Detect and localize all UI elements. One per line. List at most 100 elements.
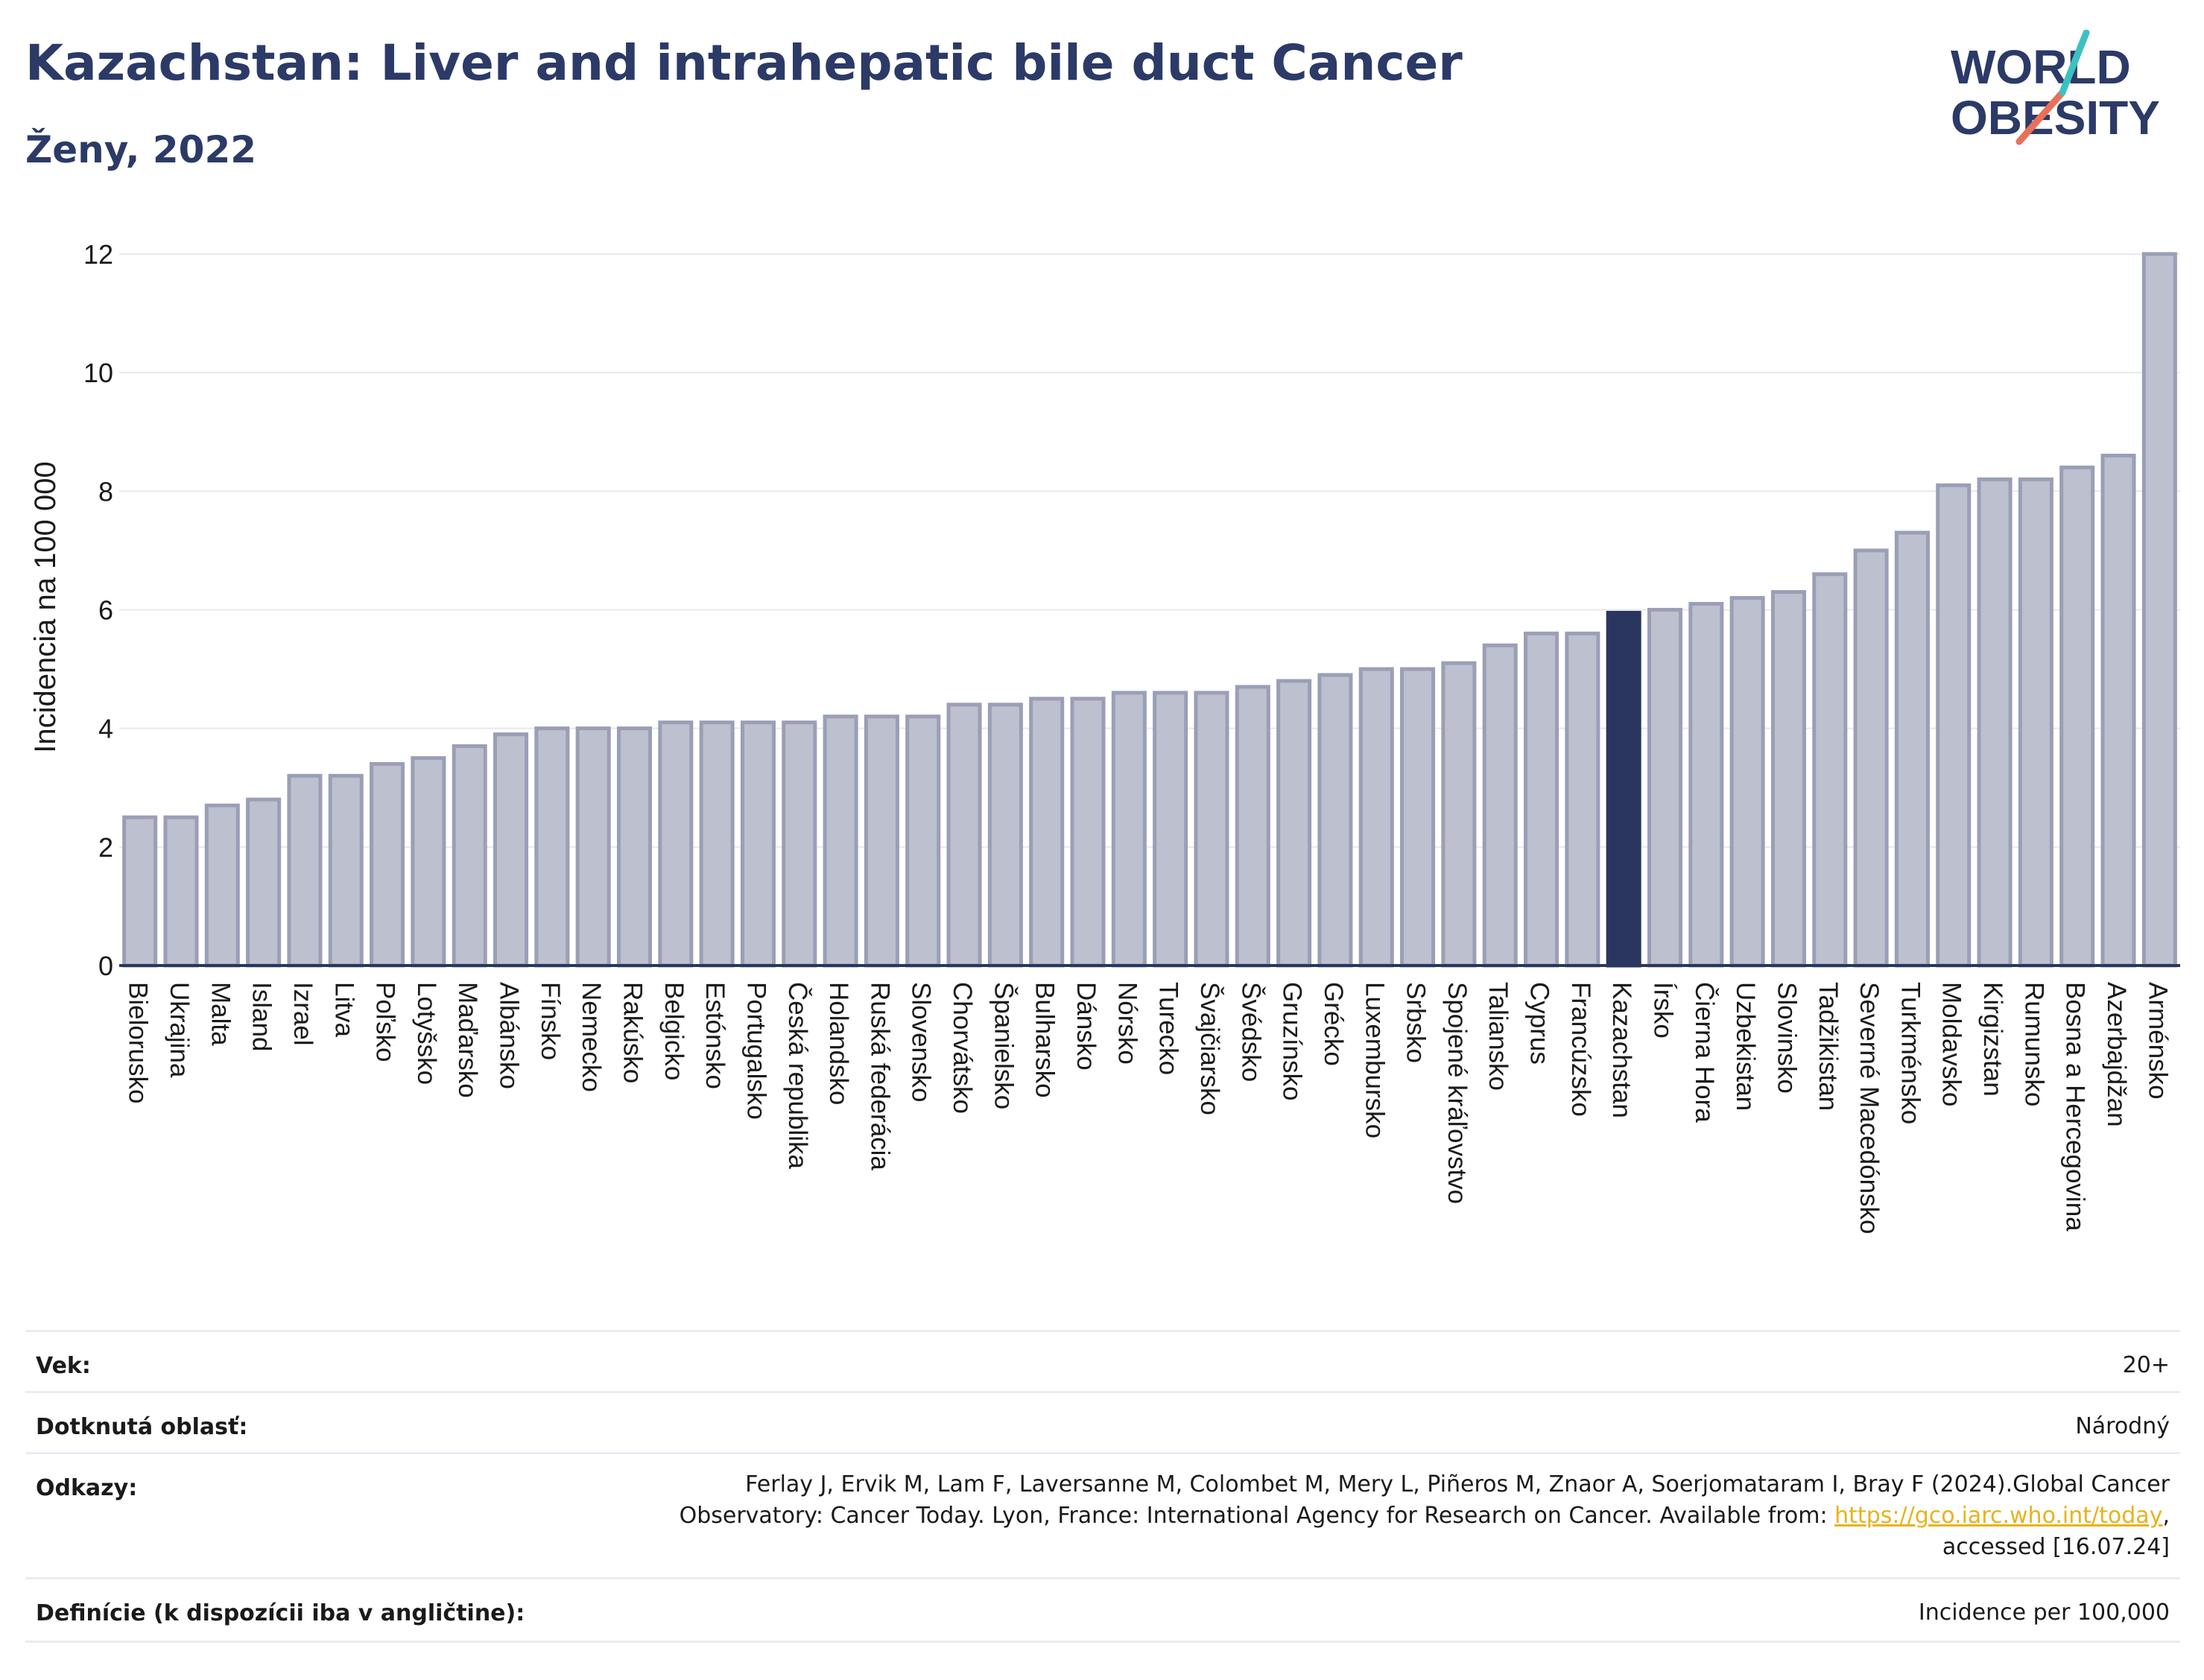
bar: [1111, 691, 1147, 968]
bar: [1812, 572, 1848, 968]
bar: [905, 714, 941, 968]
bar: [452, 744, 487, 968]
bar: [1729, 596, 1765, 968]
bar: [493, 732, 529, 968]
x-tick-label: Izrael: [288, 982, 317, 1046]
x-tick-label: Turecko: [1154, 982, 1183, 1075]
bar: [1524, 631, 1559, 968]
bar: [1770, 590, 1806, 968]
bar: [1194, 691, 1229, 968]
x-tick-label: Česká republika: [783, 982, 812, 1169]
definitions-label: Definície (k dispozícii iba v angličtine…: [36, 1600, 525, 1626]
x-tick-label: Bulharsko: [1030, 982, 1060, 1098]
x-tick-label: Tadžikistan: [1814, 982, 1843, 1111]
x-tick-label: Portugalsko: [741, 982, 770, 1120]
x-tick-label: Nemecko: [577, 982, 606, 1092]
x-tick-label: Spojené kráľovstvo: [1443, 982, 1472, 1204]
y-tick-label: 6: [98, 595, 113, 625]
references-line1: Ferlay J, Ervik M, Lam F, Laversanne M, …: [745, 1471, 2170, 1497]
x-tick-label: Island: [247, 982, 276, 1051]
bar: [287, 773, 323, 968]
bar: [163, 815, 199, 968]
x-tick-label: Švajčiarsko: [1195, 982, 1224, 1115]
x-tick-label: Kirgizstan: [1978, 982, 2007, 1097]
chart-subtitle: Ženy, 2022: [25, 128, 257, 171]
bar: [328, 773, 364, 968]
bar: [946, 703, 982, 968]
bar: [1482, 643, 1518, 968]
x-tick-label: Grécko: [1319, 982, 1348, 1066]
bar: [1029, 697, 1065, 968]
bar: [575, 726, 611, 968]
bar: [699, 720, 735, 968]
references-value: Ferlay J, Ervik M, Lam F, Laversanne M, …: [381, 1469, 2170, 1563]
x-tick-label: Maďarsko: [453, 982, 482, 1098]
references-line3: accessed [16.07.24]: [1942, 1534, 2170, 1560]
bar: [864, 714, 899, 968]
bar: [2018, 477, 2053, 968]
bar: [1441, 661, 1477, 968]
bar: [1647, 607, 1683, 968]
bar: [534, 726, 570, 968]
bar: [1936, 483, 1972, 968]
bar: [2059, 465, 2095, 968]
bar: [204, 803, 240, 968]
bar: [411, 755, 446, 968]
bar: [1977, 477, 2013, 968]
references-link[interactable]: https://gco.iarc.who.int/today: [1834, 1503, 2163, 1529]
bar: [987, 703, 1023, 968]
references-line2-text: Observatory: Cancer Today. Lyon, France:…: [679, 1503, 1835, 1529]
x-tick-label: Slovinsko: [1772, 982, 1801, 1094]
x-tick-label: Španielsko: [989, 982, 1018, 1109]
x-tick-label: Turkménsko: [1896, 982, 1925, 1124]
bar: [823, 714, 858, 968]
bar: [1853, 548, 1889, 968]
age-value: 20+: [2122, 1352, 2170, 1378]
bar: [370, 761, 405, 968]
x-tick-label: Azerbajdžan: [2102, 982, 2131, 1127]
x-tick-label: Francúzsko: [1566, 982, 1595, 1117]
chart-title: Kazachstan: Liver and intrahepatic bile …: [25, 34, 1463, 92]
x-tick-label: Estónsko: [700, 982, 729, 1089]
x-tick-label: Albánsko: [495, 982, 524, 1089]
meta-row-references: Odkazy: Ferlay J, Ervik M, Lam F, Lavers…: [25, 1452, 2180, 1579]
bar: [782, 720, 817, 968]
bar: [658, 720, 694, 968]
x-tick-label: Poľsko: [371, 982, 400, 1062]
x-tick-label: Rakúsko: [618, 982, 647, 1083]
bar: [1688, 602, 1724, 968]
x-tick-label: Bosna a Hercegovina: [2061, 982, 2090, 1232]
bar: [2141, 252, 2177, 968]
area-value: Národný: [2075, 1413, 2170, 1439]
x-tick-label: Luxembursko: [1360, 982, 1389, 1138]
bar: [122, 815, 158, 968]
y-tick-label: 0: [98, 951, 113, 981]
x-tick-label: Malta: [206, 982, 235, 1046]
bar: [1606, 610, 1641, 968]
x-tick-label: Uzbekistan: [1731, 982, 1760, 1111]
age-label: Vek:: [36, 1353, 91, 1379]
x-tick-label: Cyprus: [1525, 982, 1554, 1065]
bar: [1276, 679, 1312, 968]
x-tick-label: Čierna Hora: [1690, 982, 1719, 1123]
bar: [2100, 454, 2136, 968]
y-tick-label: 4: [98, 714, 113, 744]
bar: [740, 720, 776, 968]
references-line2-end: ,: [2162, 1503, 2170, 1529]
bar-chart: 0 2 4 6 8 10 12 Bielorusko Ukrajina Malta Island I…: [29, 239, 2180, 1234]
x-tick-label: Fínsko: [536, 982, 565, 1060]
bar: [616, 726, 653, 968]
x-tick-label: Lotyšsko: [412, 982, 441, 1085]
x-tick-label: Gruzínsko: [1278, 982, 1307, 1101]
x-tick-label: Ruská federácia: [865, 982, 894, 1170]
y-tick-label: 12: [83, 239, 113, 270]
bar: [1894, 530, 1930, 968]
x-tick-label: Moldavsko: [1937, 982, 1966, 1106]
x-tick-label: Litva: [329, 982, 358, 1037]
meta-row-area: Dotknutá oblasť: Národný: [25, 1391, 2180, 1454]
x-tick-label: Chorvátsko: [948, 982, 977, 1114]
x-tick-label: Taliansko: [1483, 982, 1513, 1091]
x-tick-label: Kazachstan: [1607, 982, 1636, 1118]
x-tick-label: Srbsko: [1402, 982, 1431, 1063]
bar: [1153, 691, 1188, 968]
